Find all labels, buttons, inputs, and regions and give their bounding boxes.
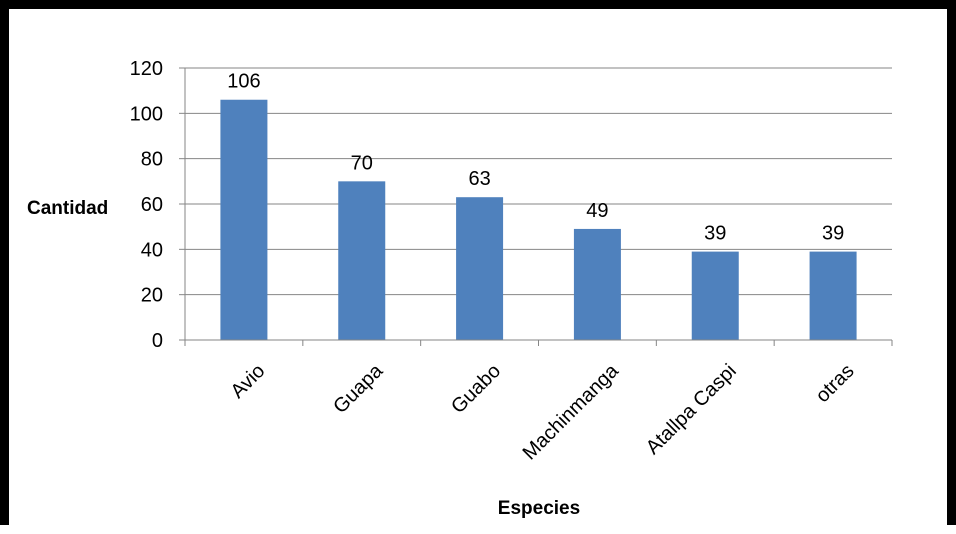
data-label: 63: [468, 168, 490, 190]
bar-avio: [220, 99, 268, 340]
data-labels: 106 70 63 49 39 39: [227, 71, 844, 245]
x-tick-label: Atallpa Caspi: [642, 360, 741, 459]
data-label: 39: [704, 223, 726, 245]
x-tick-label: Avio: [227, 360, 270, 403]
bar-machinmanga: [573, 228, 621, 340]
y-tick-label: 100: [130, 103, 163, 125]
data-label: 49: [586, 200, 608, 222]
data-label: 70: [351, 152, 373, 174]
x-tick-label: Machinmanga: [519, 359, 624, 464]
bar-atallpa-caspi: [691, 251, 739, 340]
x-tick-label: Guabo: [447, 360, 505, 418]
data-label: 39: [822, 223, 844, 245]
bar-guabo: [456, 197, 504, 340]
x-axis-title: Especies: [498, 498, 580, 519]
y-tick-label: 80: [141, 149, 163, 171]
y-tick-label: 20: [141, 285, 163, 307]
data-label: 106: [227, 71, 260, 93]
y-tick-label: 40: [141, 239, 163, 261]
y-axis-ticks: 0 20 40 60 80 100 120: [130, 58, 185, 352]
y-tick-label: 120: [130, 58, 163, 80]
y-tick-label: 60: [141, 194, 163, 216]
y-tick-label: 0: [152, 330, 163, 352]
gridlines: [185, 67, 892, 296]
x-tick-label: Guapa: [329, 359, 388, 418]
bars: [220, 99, 857, 340]
x-axis: Avio Guapa Guabo Machinmanga Atallpa Caspi ot…: [184, 68, 893, 464]
y-axis-title: Cantidad: [27, 198, 108, 219]
x-tick-label: otras: [812, 360, 859, 407]
bar-chart: 0 20 40 60 80 100 120 106 70 63 49 39 39 Avio Guapa G…: [27, 58, 893, 519]
bar-guapa: [338, 181, 386, 340]
bar-otras: [809, 251, 857, 340]
